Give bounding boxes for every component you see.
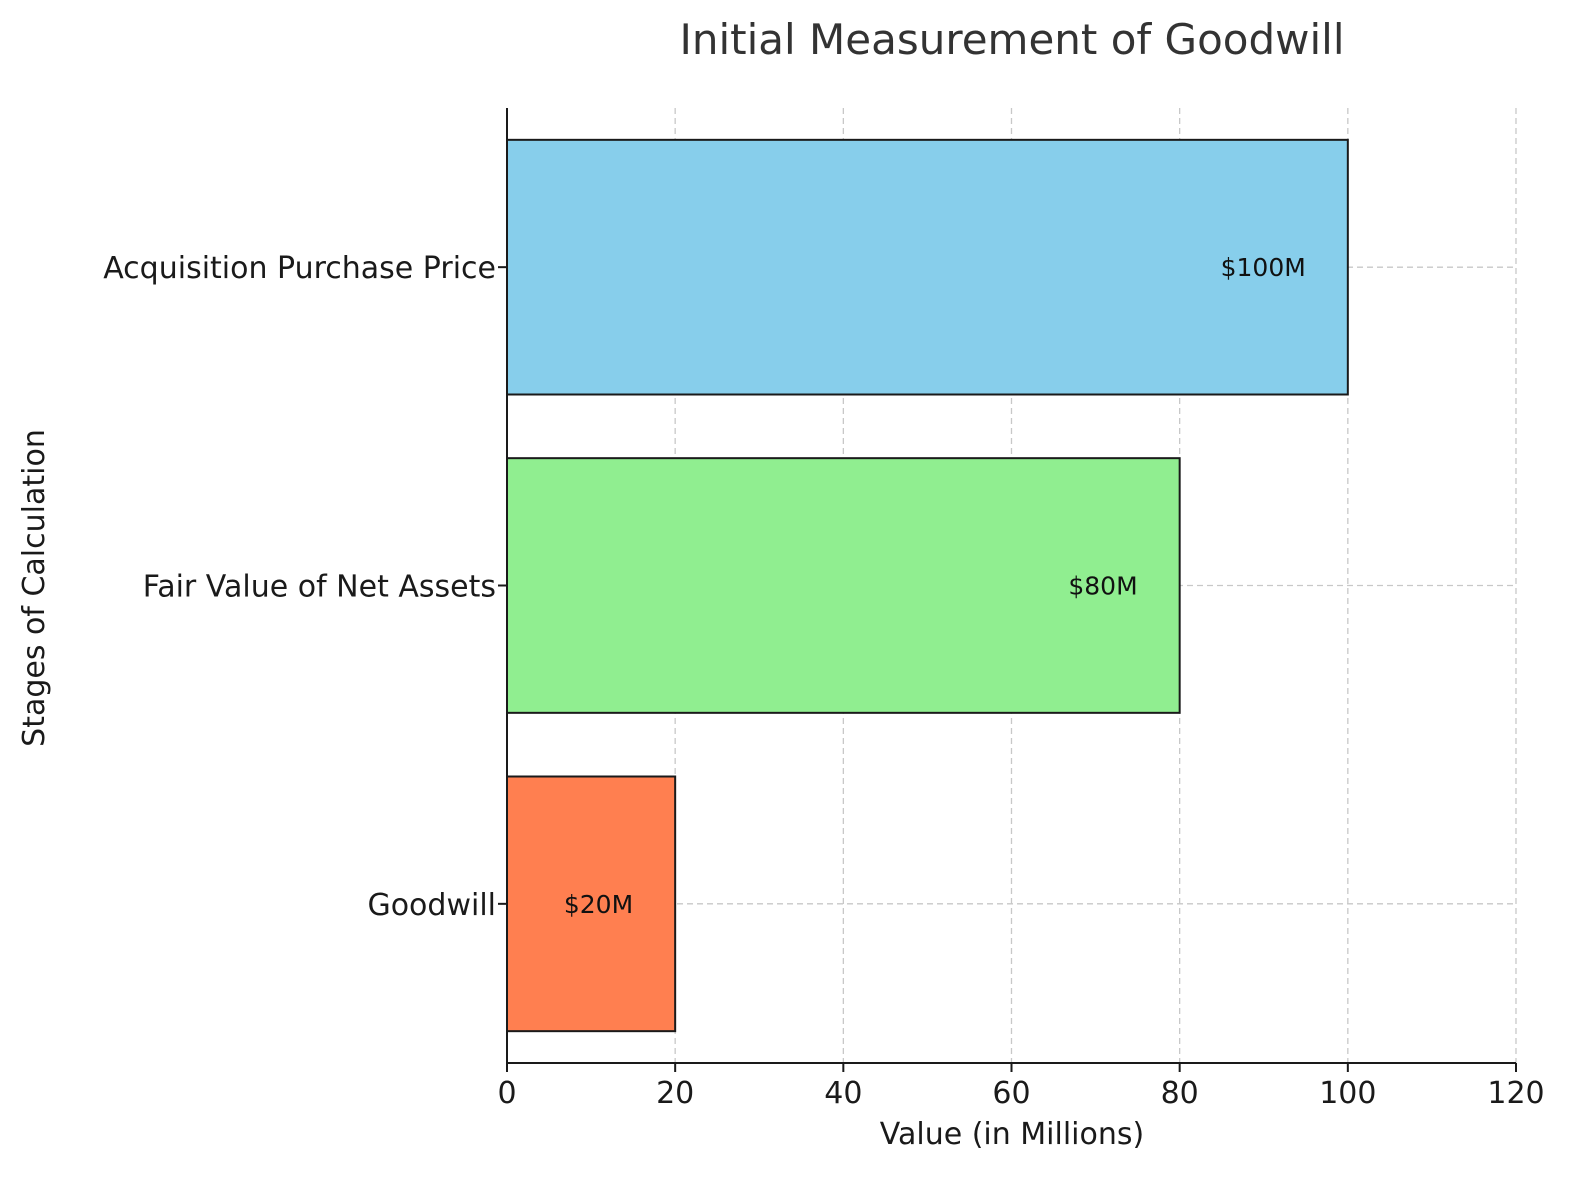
bars — [506, 138, 1349, 1033]
x-tick-label: 120 — [1487, 1076, 1544, 1111]
x-tick-label: 40 — [824, 1076, 862, 1111]
axes: 0 20 40 60 80 100 120 Acquisition Purchase Pric… — [103, 108, 1545, 1111]
data-labels: $100M $80M $20M — [564, 253, 1306, 919]
x-tick-label: 0 — [497, 1076, 516, 1111]
x-axis-title: Value (in Millions) — [880, 1117, 1144, 1152]
y-tick-label: Goodwill — [367, 888, 496, 923]
x-tick-label: 100 — [1319, 1076, 1376, 1111]
bar — [506, 138, 1349, 396]
chart-title: Initial Measurement of Goodwill — [679, 15, 1344, 64]
x-tick-label: 60 — [992, 1076, 1030, 1111]
bar — [506, 775, 677, 1033]
y-tick-label: Fair Value of Net Assets — [143, 570, 496, 605]
bar — [506, 457, 1181, 714]
x-tick-label: 20 — [656, 1076, 694, 1111]
data-label: $100M — [1221, 253, 1306, 282]
y-tick-label: Acquisition Purchase Price — [103, 251, 496, 286]
y-axis-title: Stages of Calculation — [17, 429, 52, 747]
data-label: $20M — [564, 890, 633, 919]
data-label: $80M — [1068, 572, 1137, 601]
x-tick-label: 80 — [1161, 1076, 1199, 1111]
